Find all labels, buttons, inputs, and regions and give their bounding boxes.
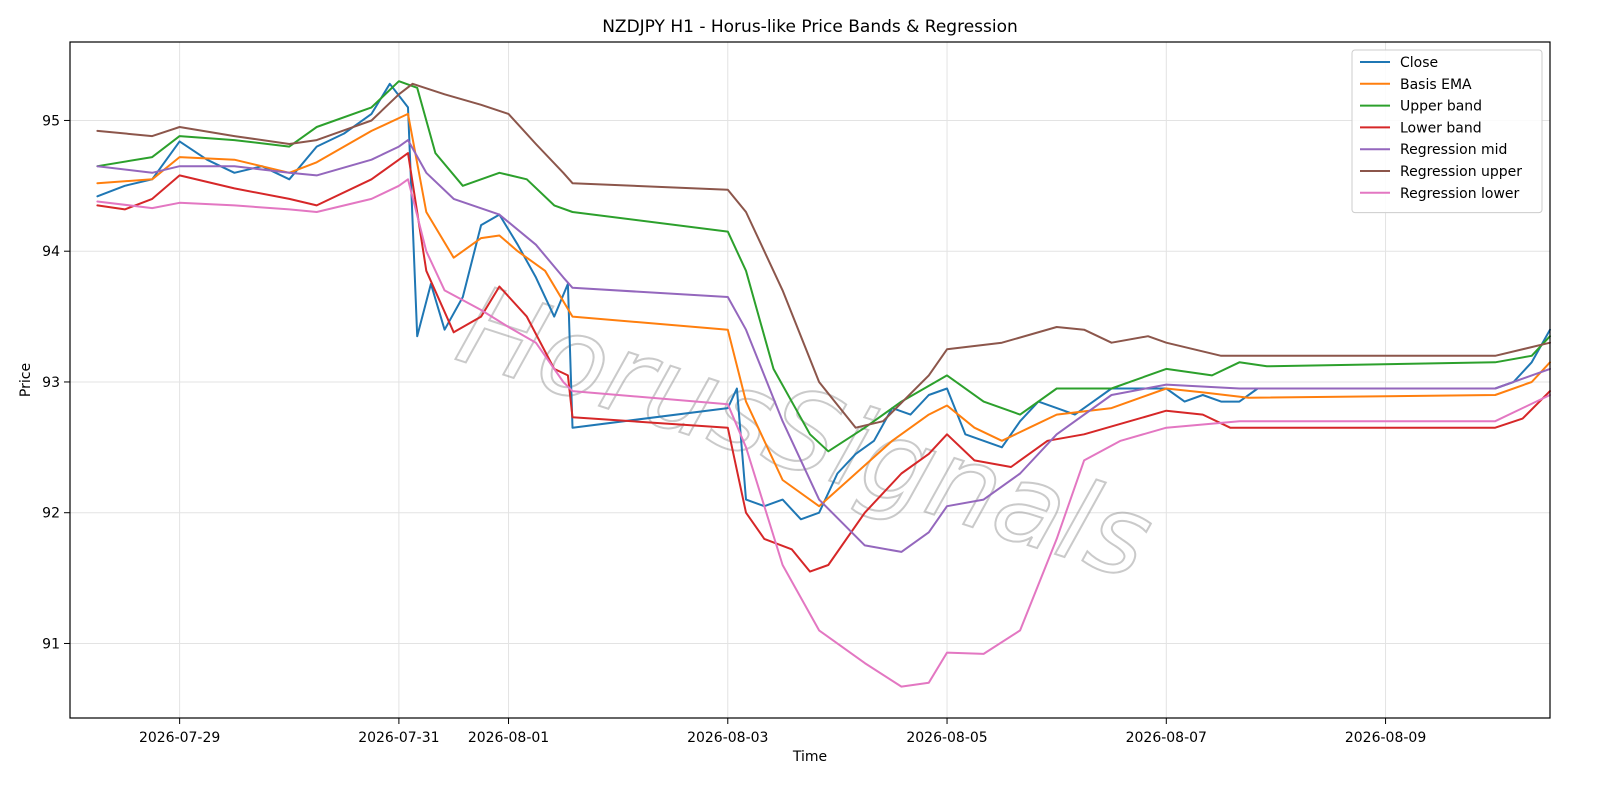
x-tick-label: 2026-07-31 <box>358 730 439 746</box>
x-axis-label: Time <box>792 749 827 765</box>
legend-label: Regression upper <box>1400 164 1522 180</box>
legend-label: Regression lower <box>1400 186 1520 202</box>
y-axis-label: Price <box>18 363 34 397</box>
x-axis: 2026-07-29 2026-07-31 2026-08-01 2026-08-03… <box>139 718 1426 746</box>
y-tick-label: 91 <box>42 636 60 652</box>
series-line-upper-band <box>96 80 1551 453</box>
x-tick-label: 2026-08-03 <box>687 730 768 746</box>
legend-label: Basis EMA <box>1400 77 1472 93</box>
legend-label: Close <box>1400 55 1438 71</box>
grid <box>70 42 1550 718</box>
legend: Close Basis EMA Upper band Lower band Regres… <box>1351 49 1543 214</box>
y-tick-label: 93 <box>42 375 60 391</box>
series-line-close <box>96 82 1551 521</box>
plot-frame <box>69 41 1551 719</box>
x-tick-label: 2026-07-29 <box>139 730 220 746</box>
x-tick-label: 2026-08-01 <box>468 730 549 746</box>
series-line-lower-band <box>96 152 1551 573</box>
legend-label: Upper band <box>1400 99 1482 115</box>
y-tick-label: 95 <box>42 113 60 129</box>
legend-box <box>1351 49 1543 214</box>
y-axis: 91 92 93 94 95 <box>42 113 70 652</box>
series-line-regression-upper <box>96 82 1551 429</box>
y-tick-label: 94 <box>42 244 60 260</box>
chart-title: NZDJPY H1 - Horus-like Price Bands & Reg… <box>602 17 1018 37</box>
series-line-regression-lower <box>96 178 1551 688</box>
series-layer <box>96 80 1551 688</box>
series-line-regression-mid <box>96 139 1551 553</box>
legend-label: Regression mid <box>1400 142 1507 158</box>
legend-label: Lower band <box>1400 120 1482 136</box>
x-tick-label: 2026-08-09 <box>1345 730 1426 746</box>
x-tick-label: 2026-08-07 <box>1126 730 1207 746</box>
series-line-basis-ema <box>96 112 1551 508</box>
x-tick-label: 2026-08-05 <box>906 730 987 746</box>
y-tick-label: 92 <box>42 506 60 522</box>
